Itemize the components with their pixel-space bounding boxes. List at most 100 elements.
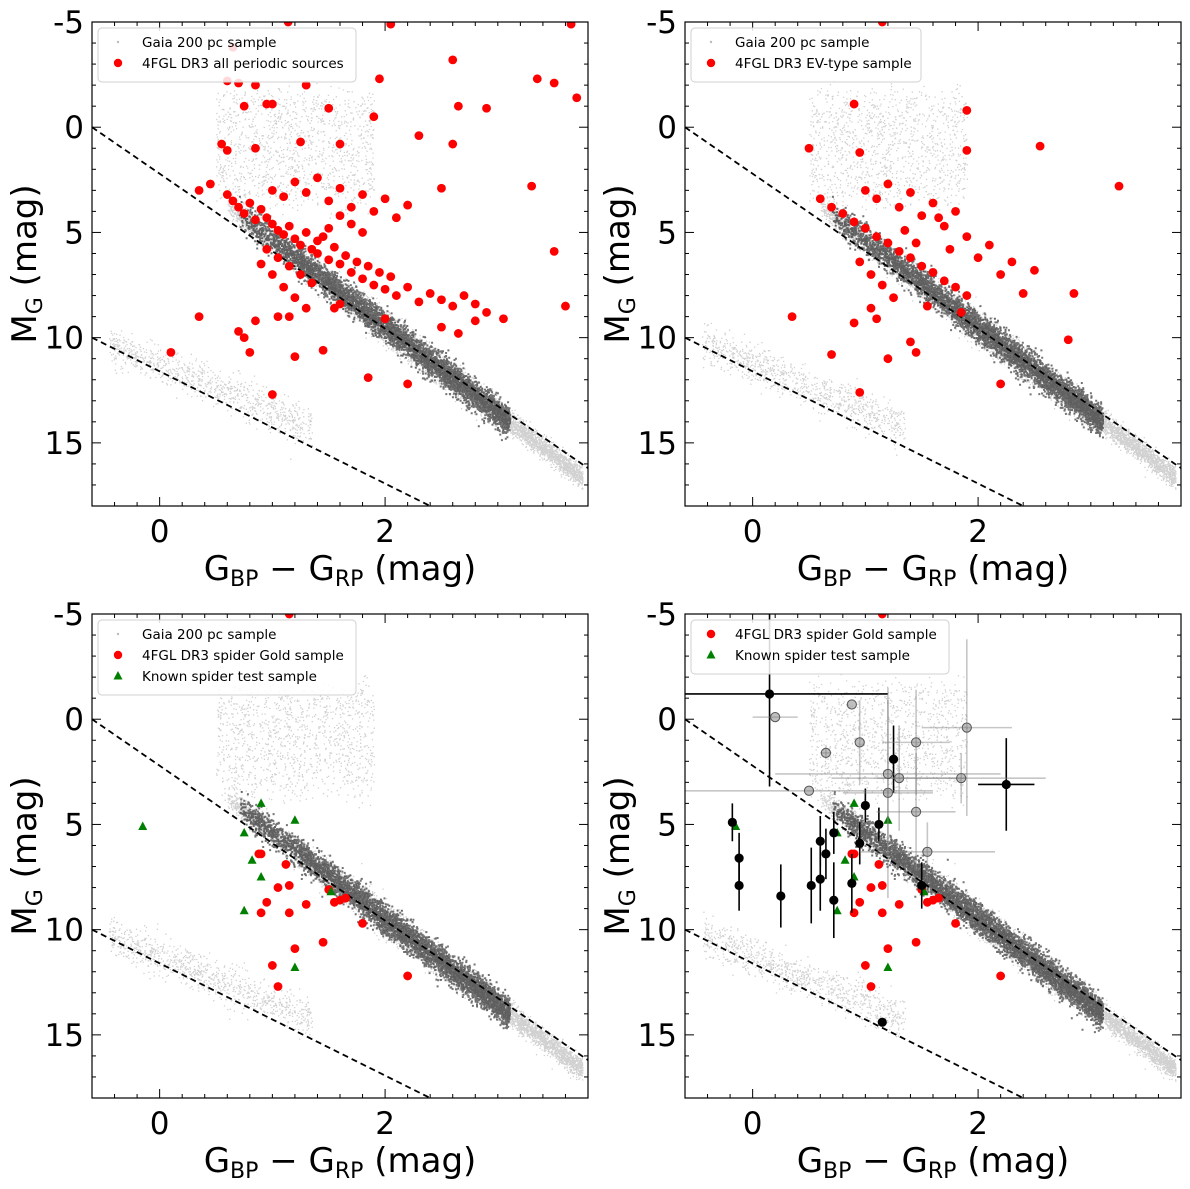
data-point	[437, 183, 446, 193]
data-point	[346, 219, 356, 229]
data-point	[951, 918, 960, 928]
panel-panel_bottom_right: 0 2 -5 0 5 10 15 GBP − GRP (mag) MG (mag) 4FGL DR…	[598, 597, 1182, 1184]
series-known-spider-test-sample	[731, 798, 929, 972]
data-point	[527, 181, 537, 191]
data-point	[448, 301, 458, 311]
data-point	[883, 238, 893, 248]
data-point-errorbar	[910, 737, 922, 748]
data-point	[984, 240, 994, 250]
data-point	[866, 270, 876, 279]
data-point	[934, 213, 944, 223]
data-point	[894, 202, 904, 212]
data-point	[341, 251, 351, 260]
data-point	[860, 185, 870, 195]
data-point	[849, 318, 859, 328]
x-axis-label: GBP − GRP (mag)	[797, 549, 1070, 592]
data-point-triangle	[326, 886, 336, 896]
data-point	[222, 190, 232, 199]
y-tick-label: 5	[64, 807, 84, 843]
data-point	[549, 78, 559, 88]
legend-label: 4FGL DR3 all periodic sources	[142, 56, 344, 72]
data-point-errorbar	[877, 1017, 887, 1027]
y-tick-label: 0	[64, 702, 84, 738]
data-point	[403, 379, 413, 389]
data-point-errorbar	[734, 880, 744, 891]
y-tick-label: 10	[45, 321, 84, 357]
y-axis-label: MG (mag)	[598, 184, 641, 343]
data-point	[934, 893, 944, 903]
data-point	[296, 137, 305, 147]
y-tick-label: 0	[657, 110, 677, 146]
gaia-background-cloud	[703, 666, 1177, 1082]
data-point	[1069, 289, 1079, 298]
data-point	[928, 198, 938, 208]
legend-marker-dot	[116, 632, 120, 636]
data-point	[222, 145, 232, 155]
data-point	[883, 354, 893, 364]
data-point	[996, 971, 1006, 981]
data-point	[996, 270, 1006, 279]
data-point-errorbar	[815, 874, 825, 884]
data-point-errorbar	[727, 817, 737, 827]
dashed-boundary-line-1	[92, 126, 588, 469]
data-point	[1018, 289, 1028, 298]
data-point	[256, 908, 266, 918]
axes-frame	[684, 613, 1182, 1099]
data-point	[239, 333, 249, 343]
data-point	[860, 961, 870, 970]
data-point-errorbar	[956, 773, 967, 784]
data-point	[1030, 265, 1039, 275]
data-point	[872, 232, 882, 242]
data-point-errorbar	[854, 737, 865, 748]
y-tick-label: 5	[657, 807, 677, 843]
data-point-errorbar	[874, 819, 884, 830]
dashed-boundary-line-1	[92, 718, 588, 1061]
data-point	[787, 312, 797, 322]
data-point	[917, 261, 927, 271]
plot-area	[92, 22, 588, 506]
data-point	[425, 289, 435, 298]
y-tick-label: 5	[657, 215, 677, 251]
panel-panel_top_left: 0 2 -5 0 5 10 15 GBP − GRP (mag) MG (mag) Gaia 20…	[5, 5, 589, 592]
ticks	[91, 613, 589, 1099]
series-black-with-error-bars	[685, 614, 1035, 1027]
legend-marker-triangle	[706, 650, 716, 659]
dashed-boundary-line-1	[685, 718, 1181, 1061]
data-point	[482, 103, 491, 113]
data-point	[922, 301, 932, 311]
data-point	[284, 221, 294, 231]
data-point-errorbar	[820, 747, 832, 758]
data-point	[928, 268, 938, 277]
legend-marker-circle	[113, 650, 123, 660]
legend-marker-dot	[116, 40, 120, 44]
data-point-triangle	[239, 905, 249, 915]
data-point	[363, 261, 373, 271]
data-point	[996, 379, 1006, 389]
data-point	[239, 209, 249, 218]
x-tick-label: 2	[968, 1106, 988, 1142]
data-point	[403, 282, 413, 292]
y-tick-label: 10	[638, 913, 677, 949]
data-point	[951, 282, 960, 292]
data-point-errorbar	[922, 846, 933, 857]
y-tick-label: 0	[657, 702, 677, 738]
data-point	[346, 202, 356, 212]
data-point-triangle	[290, 962, 300, 972]
data-point	[267, 185, 277, 195]
data-point	[855, 387, 865, 397]
data-point	[267, 99, 277, 109]
data-point	[256, 849, 266, 859]
data-point-errorbar	[776, 891, 786, 901]
data-point	[894, 246, 904, 256]
data-point	[889, 293, 898, 303]
data-point	[228, 196, 238, 206]
data-point	[318, 345, 328, 355]
data-point	[403, 971, 413, 981]
legend-marker-circle	[113, 58, 123, 68]
data-point-triangle	[731, 821, 741, 831]
y-tick-label: -5	[53, 597, 84, 633]
data-point-triangle	[239, 827, 249, 837]
y-tick-label: 15	[45, 1018, 84, 1054]
axes-frame	[684, 21, 1182, 507]
data-point	[296, 270, 305, 279]
